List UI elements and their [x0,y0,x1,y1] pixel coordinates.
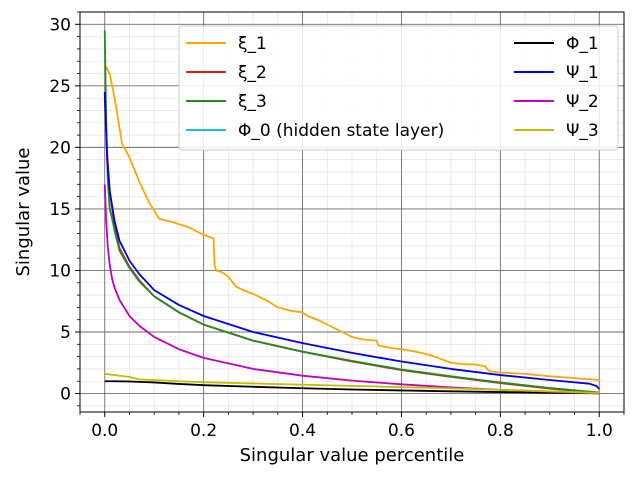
series-line-3 [103,30,600,394]
y-tick-label: 20 [49,138,71,158]
legend-label: Φ_1 [566,34,599,54]
series-line-1 [103,64,600,381]
legend-label: Ψ_2 [566,92,599,112]
y-tick-label: 0 [60,385,71,405]
legend-label: Φ_0 (hidden state layer) [238,121,444,141]
legend-label: ξ_2 [238,63,267,83]
legend: ξ_1 ξ_2 ξ_3 Φ_0 (hidden state layer) Φ_1 Ψ_1 Ψ… [178,25,619,151]
y-axis-label: Singular value [13,148,34,277]
x-tick-label: 0.8 [487,421,514,441]
x-tick-label: 0.4 [289,421,316,441]
series-line-6 [103,91,600,390]
x-axis-label: Singular value percentile [240,445,465,466]
y-tick-label: 30 [49,15,71,35]
legend-label: ξ_1 [238,34,267,54]
x-tick-label: 1.0 [586,421,613,441]
y-tick-label: 5 [60,323,71,343]
axis-ticks: 0.0 0.2 0.4 0.6 0.8 1.0 0 5 10 15 20 25 30 [49,11,625,441]
x-tick-label: 0.0 [91,421,118,441]
y-tick-label: 15 [49,200,71,220]
x-tick-label: 0.6 [388,421,415,441]
series-layer [103,30,600,395]
series-line-5 [104,380,600,395]
series-line-7 [103,184,600,395]
y-tick-label: 25 [49,77,71,97]
x-tick-label: 0.2 [190,421,217,441]
legend-label: Ψ_1 [566,63,599,83]
legend-label: Ψ_3 [566,121,599,141]
series-line-8 [104,372,600,394]
legend-box [178,25,619,151]
y-tick-label: 10 [49,261,71,281]
legend-label: ξ_3 [238,92,267,112]
